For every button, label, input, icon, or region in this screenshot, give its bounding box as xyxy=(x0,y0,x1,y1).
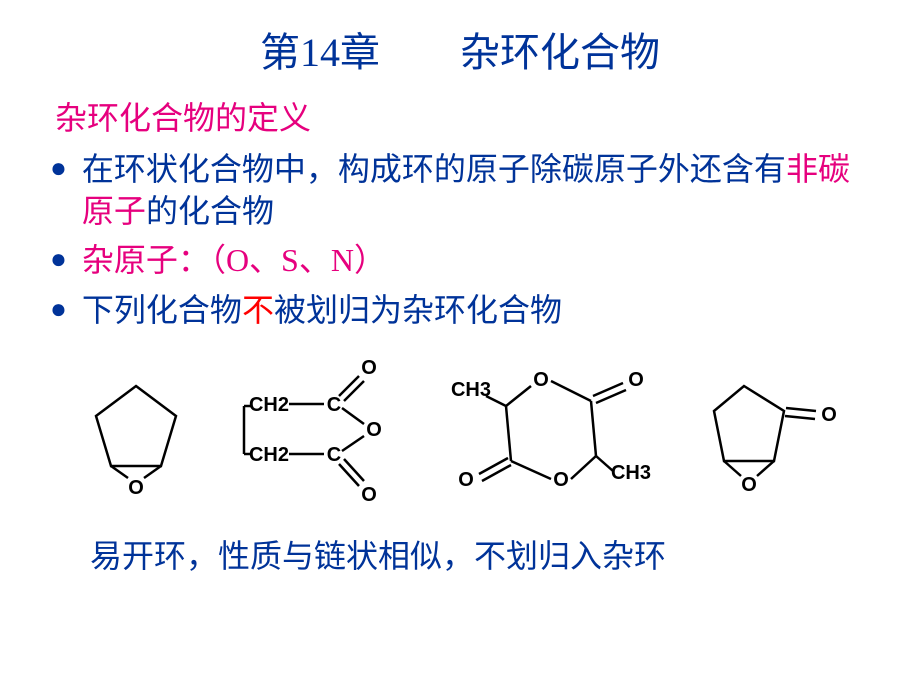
definition-subtitle: 杂环化合物的定义 xyxy=(55,93,870,139)
thf-svg: O xyxy=(76,366,196,496)
svg-text:O: O xyxy=(366,419,382,441)
bullet-item-1: ● 在环状化合物中，构成环的原子除碳原子外还含有非碳原子的化合物 xyxy=(50,149,870,232)
svg-text:CH3: CH3 xyxy=(611,462,651,484)
bullet-text-2: 杂原子：（O、S、N） xyxy=(82,240,386,282)
svg-text:O: O xyxy=(361,484,377,506)
heteroatom-list: （O、S、N） xyxy=(210,242,386,278)
svg-text:O: O xyxy=(128,477,144,496)
chapter-title: 第14章 杂环化合物 xyxy=(50,20,870,78)
bullet-text-3: 下列化合物不被划归为杂环化合物 xyxy=(82,290,562,332)
svg-text:C: C xyxy=(327,394,341,416)
bullet-dot-icon: ● xyxy=(50,153,67,185)
svg-text:O: O xyxy=(361,357,377,379)
svg-text:O: O xyxy=(741,474,757,496)
bullet-item-2: ● 杂原子：（O、S、N） xyxy=(50,240,870,282)
structure-butyrolactone: O O xyxy=(694,366,844,496)
bullet-list: ● 在环状化合物中，构成环的原子除碳原子外还含有非碳原子的化合物 ● 杂原子：（… xyxy=(50,149,870,331)
svg-text:CH2: CH2 xyxy=(249,394,289,416)
svg-text:C: C xyxy=(327,444,341,466)
bullet-item-3: ● 下列化合物不被划归为杂环化合物 xyxy=(50,290,870,332)
structure-thf: O xyxy=(76,366,196,496)
svg-text:CH3: CH3 xyxy=(451,379,491,401)
butyrolactone-svg: O O xyxy=(694,366,844,496)
svg-text:O: O xyxy=(628,369,644,391)
svg-text:O: O xyxy=(553,469,569,491)
heteroatom-label: 杂原子： xyxy=(82,242,210,278)
highlight-not: 不 xyxy=(242,292,274,328)
svg-text:CH2: CH2 xyxy=(249,444,289,466)
bullet-dot-icon: ● xyxy=(50,244,67,276)
structure-lactide: CH3 CH3 O O O O xyxy=(441,351,661,511)
footer-note: 易开环，性质与链状相似，不划归入杂环 xyxy=(90,531,870,577)
structure-succinic-anhydride: CH2 CH2 C C O O O xyxy=(229,356,409,506)
svg-text:O: O xyxy=(821,404,837,426)
bullet-dot-icon: ● xyxy=(50,294,67,326)
chemical-structures-row: O CH2 CH2 C C O O O xyxy=(50,351,870,511)
svg-text:O: O xyxy=(458,469,474,491)
bullet-text-1: 在环状化合物中，构成环的原子除碳原子外还含有非碳原子的化合物 xyxy=(82,149,870,232)
slide-container: 第14章 杂环化合物 杂环化合物的定义 ● 在环状化合物中，构成环的原子除碳原子… xyxy=(0,0,920,597)
svg-text:O: O xyxy=(533,369,549,391)
succinic-anhydride-svg: CH2 CH2 C C O O O xyxy=(229,356,409,506)
lactide-svg: CH3 CH3 O O O O xyxy=(441,351,661,511)
